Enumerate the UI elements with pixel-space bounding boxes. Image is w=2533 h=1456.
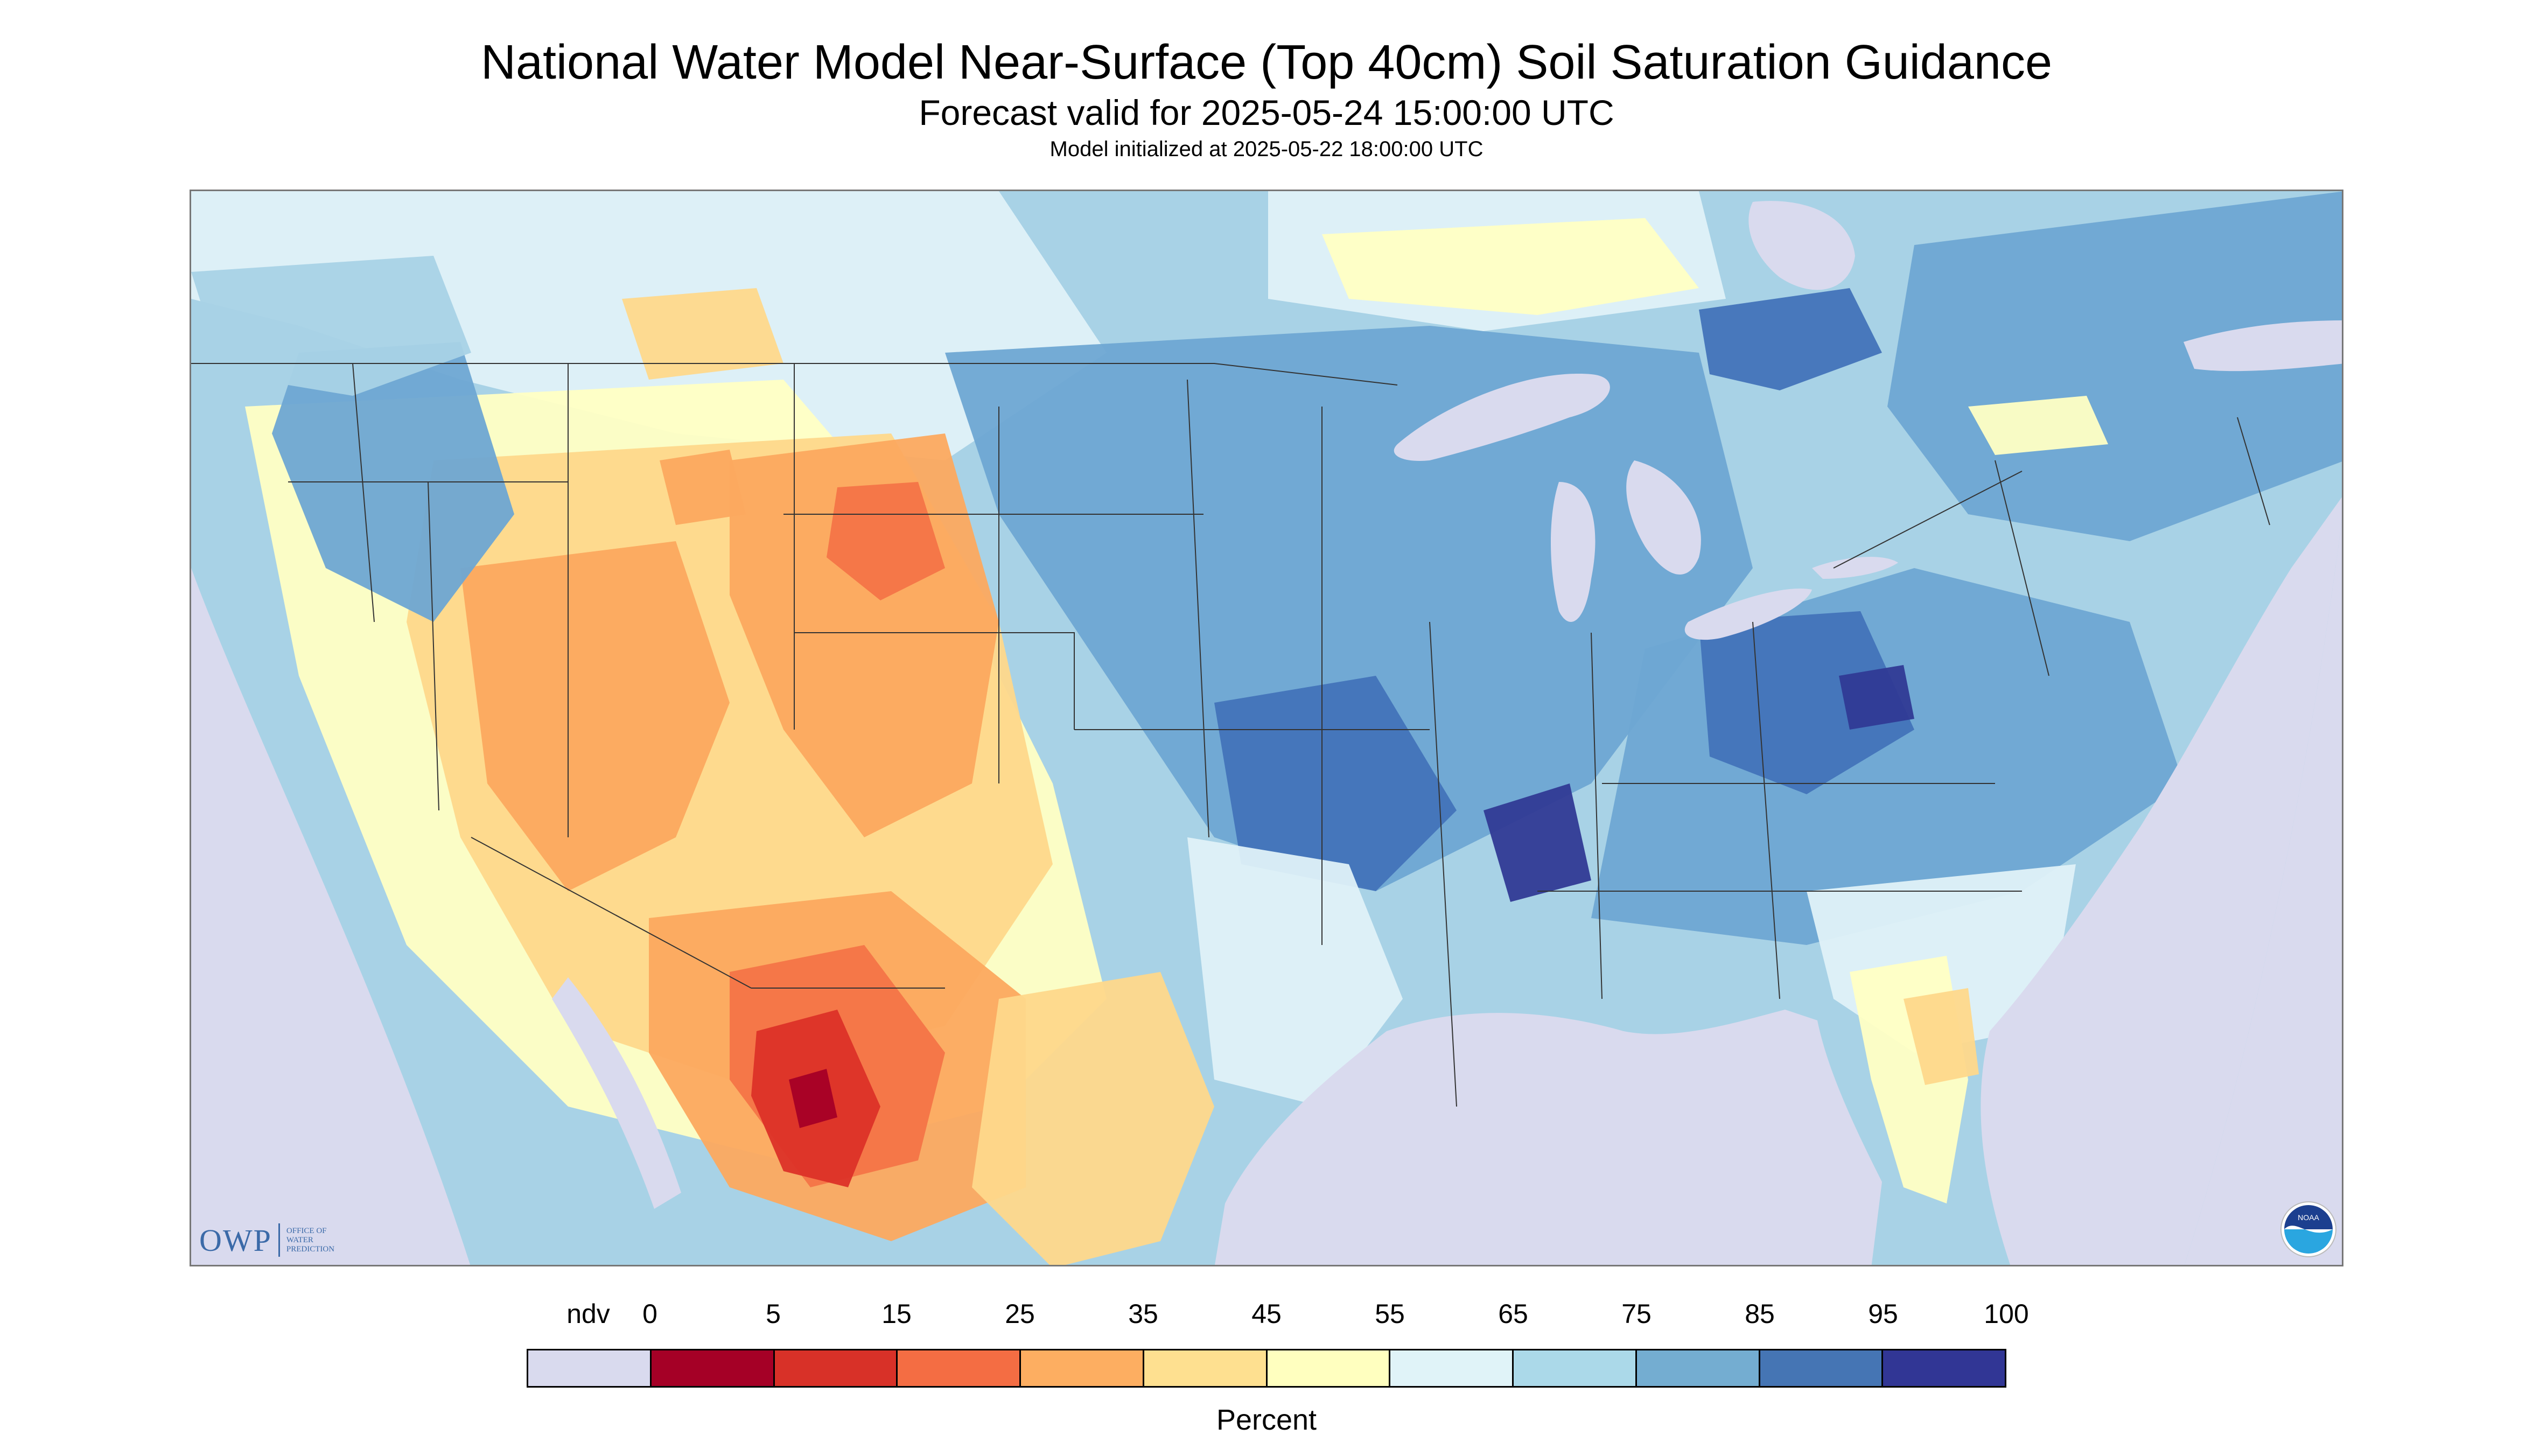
legend-tick-label: 35 [1128, 1299, 1158, 1329]
state-boundary [352, 363, 375, 622]
state-boundary [428, 481, 439, 811]
saturation-region [1187, 837, 1403, 1107]
saturation-region [460, 541, 730, 891]
legend-tick-label: ndv [566, 1299, 610, 1329]
saturation-region [1968, 396, 2108, 455]
legend-tick-label: 0 [642, 1299, 657, 1329]
state-boundary [471, 837, 752, 989]
saturation-region [827, 482, 945, 600]
legend-unit-label: Percent [1216, 1404, 1317, 1436]
saturation-region [1322, 218, 1699, 315]
noaa-logo-icon: NOAA [2280, 1201, 2336, 1257]
legend-swatch [1144, 1350, 1268, 1386]
owp-logo-letters: OWP [199, 1222, 272, 1258]
color-legend: ndv 0 5 15 25 35 45 55 65 75 85 95 100 Percent [0, 1298, 2533, 1438]
saturation-region [789, 1069, 837, 1128]
legend-tick-label: 45 [1251, 1299, 1282, 1329]
saturation-region [1484, 783, 1591, 902]
state-boundary [1591, 632, 1603, 999]
saturation-region [1839, 665, 1914, 730]
atlantic-ocean [1981, 497, 2342, 1265]
saturation-region [622, 288, 783, 380]
legend-swatch [1636, 1350, 1760, 1386]
legend-swatch [651, 1350, 775, 1386]
legend-tick-label: 55 [1375, 1299, 1405, 1329]
pacific-ocean [191, 568, 471, 1265]
saturation-region [1699, 611, 1914, 794]
saturation-region [945, 326, 1753, 891]
legend-swatch [1760, 1350, 1884, 1386]
map-canvas [191, 191, 2342, 1265]
saturation-region [1699, 288, 1882, 390]
saturation-region [660, 450, 746, 525]
state-boundaries [191, 363, 2270, 1107]
legend-swatch [1514, 1350, 1637, 1386]
saturation-region [972, 972, 1214, 1265]
hudson-bay-inlet [1748, 201, 1855, 290]
legend-tick-label: 15 [881, 1299, 912, 1329]
legend-tick-label: 95 [1868, 1299, 1898, 1329]
saturation-regions [191, 191, 2342, 1265]
owp-logo-caption: OFFICE OF WATER PREDICTION [286, 1227, 334, 1254]
legend-swatch [1021, 1350, 1144, 1386]
owp-logo-line3: PREDICTION [286, 1244, 335, 1254]
gulf-of-mexico [1215, 1010, 1882, 1265]
state-boundary [1429, 621, 1457, 1107]
lake-ontario [1812, 557, 1898, 579]
legend-tick-label: 100 [1984, 1299, 2029, 1329]
forecast-valid-time: Forecast valid for 2025-05-24 15:00:00 U… [919, 93, 1614, 132]
state-boundary [1187, 379, 1209, 838]
state-boundary [2237, 417, 2270, 526]
legend-tick-label: 5 [766, 1299, 781, 1329]
owp-logo-line2: WATER [286, 1235, 313, 1244]
legend-swatch [1267, 1350, 1391, 1386]
lake-superior [1394, 374, 1610, 461]
state-boundary [191, 363, 1398, 386]
legend-swatch [528, 1350, 652, 1386]
legend-color-bar [527, 1349, 2006, 1388]
state-boundary [1833, 471, 2023, 569]
lake-michigan [1551, 482, 1596, 622]
state-boundary [1995, 460, 2049, 676]
legend-swatch [774, 1350, 898, 1386]
legend-tick-label: 75 [1621, 1299, 1652, 1329]
soil-saturation-map [190, 190, 2343, 1266]
legend-swatch [898, 1350, 1021, 1386]
legend-tick-label: 85 [1745, 1299, 1775, 1329]
gulf-of-california [552, 977, 681, 1209]
state-boundary [1752, 621, 1780, 999]
owp-logo-divider [278, 1223, 280, 1257]
lake-huron [1626, 460, 1701, 575]
legend-tick-label: 25 [1005, 1299, 1035, 1329]
gulf-of-st-lawrence [2184, 320, 2342, 372]
map-title: National Water Model Near-Surface (Top 4… [480, 36, 2052, 89]
saturation-region [191, 256, 471, 396]
state-boundary [794, 632, 1075, 730]
legend-tick-label: 65 [1498, 1299, 1528, 1329]
lake-erie [1684, 589, 1812, 640]
model-initialized-time: Model initialized at 2025-05-22 18:00:00… [1049, 137, 1484, 161]
owp-logo: OWP OFFICE OF WATER PREDICTION [199, 1221, 334, 1259]
saturation-region [1904, 988, 1979, 1085]
noaa-logo-text: NOAA [2298, 1213, 2319, 1222]
legend-swatch [1390, 1350, 1514, 1386]
legend-swatch [1883, 1350, 2005, 1386]
owp-logo-line1: OFFICE OF [286, 1226, 327, 1235]
